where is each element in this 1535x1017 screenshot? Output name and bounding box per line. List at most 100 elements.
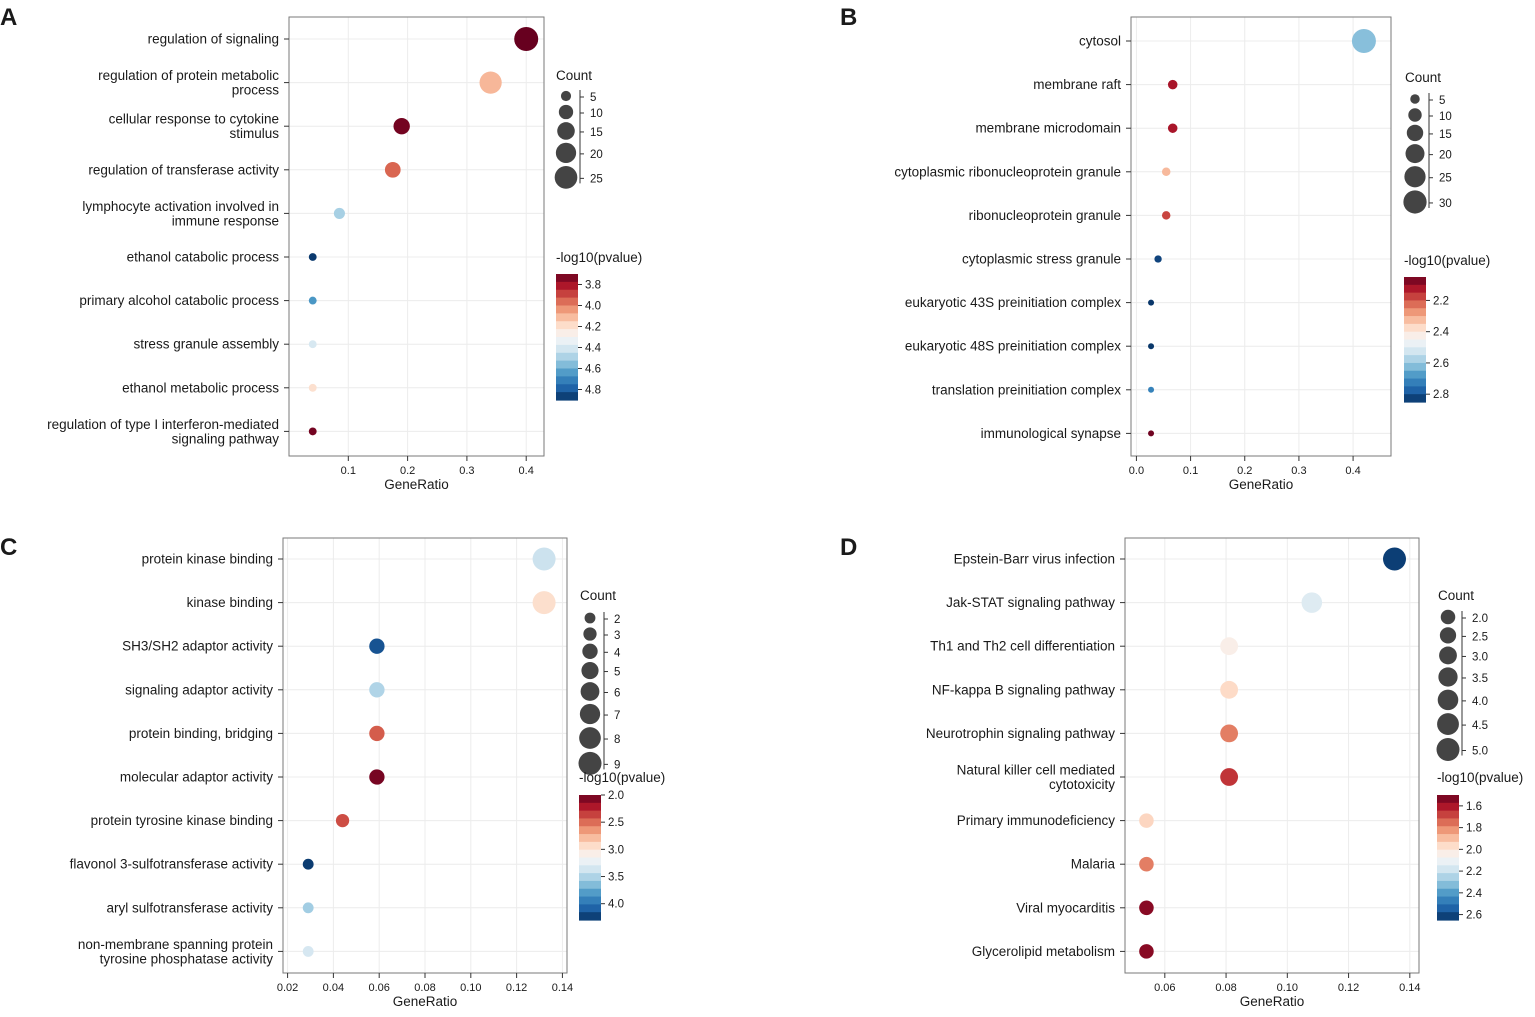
- color-legend-swatch: [1437, 896, 1459, 905]
- term-label: regulation of signaling: [148, 32, 279, 47]
- count-legend-label: 30: [1439, 198, 1452, 210]
- term-label: stimulus: [229, 126, 279, 141]
- term-label: eukaryotic 43S preinitiation complex: [905, 295, 1121, 310]
- count-legend-label: 5: [1439, 95, 1445, 107]
- data-point: [308, 296, 317, 305]
- count-legend-dot: [1437, 713, 1459, 735]
- count-legend-dot: [1405, 144, 1425, 164]
- data-point: [1148, 299, 1155, 306]
- color-legend-label: 4.4: [585, 343, 602, 355]
- color-legend-title: -log10(pvalue): [579, 770, 665, 785]
- panel-label: B: [840, 4, 857, 31]
- color-legend-label: 2.0: [608, 790, 624, 802]
- data-point: [384, 161, 401, 178]
- data-point: [308, 427, 317, 436]
- count-legend-label: 4.0: [1472, 696, 1488, 708]
- count-legend-dot: [1436, 737, 1460, 761]
- term-label: regulation of protein metabolic: [98, 68, 279, 83]
- color-legend-swatch: [579, 795, 601, 804]
- count-legend-dot: [1438, 667, 1458, 687]
- count-legend-label: 6: [614, 688, 620, 700]
- color-legend-label: 2.6: [1466, 910, 1482, 922]
- color-legend-label: 2.8: [1433, 389, 1449, 401]
- color-legend-swatch: [1437, 841, 1459, 851]
- data-point: [1220, 768, 1239, 786]
- x-tick-label: 0.2: [400, 465, 415, 477]
- color-legend-swatch: [1437, 826, 1459, 835]
- term-label: Viral myocarditis: [1016, 900, 1115, 915]
- data-point: [308, 340, 317, 349]
- term-label: Jak-STAT signaling pathway: [946, 595, 1115, 610]
- term-label: flavonol 3-sulfotransferase activity: [70, 857, 274, 872]
- data-point: [369, 725, 385, 742]
- color-legend-swatch: [1437, 834, 1459, 843]
- color-legend-swatch: [556, 337, 578, 346]
- data-point: [1148, 430, 1155, 437]
- data-point: [1301, 592, 1323, 613]
- data-point: [1161, 211, 1171, 220]
- count-legend-label: 8: [614, 734, 620, 746]
- color-legend-label: 4.0: [585, 301, 601, 313]
- color-legend-swatch: [1437, 810, 1459, 820]
- color-legend-swatch: [579, 826, 601, 835]
- count-legend-dot: [1410, 94, 1420, 104]
- count-legend-dot: [1439, 627, 1457, 644]
- data-point: [302, 858, 314, 870]
- color-legend: -log10(pvalue) 1.6 1.8 2.0 2.2 2.4 2.6: [1437, 770, 1523, 922]
- color-legend-swatch: [1404, 292, 1426, 302]
- plot-frame: [288, 16, 545, 457]
- data-point: [369, 682, 385, 698]
- color-legend-swatch: [579, 873, 601, 882]
- count-legend-label: 3.5: [1472, 673, 1488, 685]
- count-legend-label: 5: [614, 667, 620, 679]
- color-legend-swatch: [579, 834, 601, 843]
- x-tick-label: 0.10: [460, 982, 481, 994]
- color-legend-label: 2.2: [1433, 295, 1449, 307]
- x-axis-label: GeneRatio: [384, 477, 449, 492]
- term-label: primary alcohol catabolic process: [79, 293, 279, 308]
- term-label: NF-kappa B signaling pathway: [932, 682, 1115, 697]
- color-legend-swatch: [1437, 888, 1459, 898]
- color-legend-swatch: [556, 313, 578, 322]
- data-point: [1167, 79, 1178, 90]
- color-legend-swatch: [556, 329, 578, 338]
- term-label: protein kinase binding: [142, 552, 273, 567]
- color-legend-swatch: [1404, 284, 1426, 294]
- x-tick-label: 0.04: [323, 982, 344, 994]
- color-legend-swatch: [556, 376, 578, 385]
- count-legend-label: 20: [590, 149, 603, 161]
- count-legend-dot: [558, 104, 574, 120]
- count-legend-label: 25: [590, 173, 603, 185]
- count-legend: Count 2.0 2.5 3.0 3.5 4.0 4.5 5.0: [1436, 588, 1488, 761]
- data-point: [1383, 547, 1406, 571]
- term-label: regulation of transferase activity: [88, 162, 279, 177]
- color-legend-swatch: [1404, 308, 1426, 317]
- color-legend-swatch: [1437, 802, 1459, 812]
- color-legend-swatch: [556, 344, 578, 354]
- panel-d: D Epstein-Barr virus infection Jak-STAT si…: [840, 534, 1523, 1009]
- color-legend-swatch: [1437, 795, 1459, 804]
- color-legend-swatch: [579, 865, 601, 874]
- color-legend-swatch: [579, 912, 601, 921]
- x-tick-label: 0.4: [1345, 465, 1360, 477]
- term-label: cytoplasmic ribonucleoprotein granule: [894, 164, 1121, 179]
- term-label: cytosol: [1079, 34, 1121, 49]
- color-legend-swatch: [1404, 331, 1426, 341]
- color-legend-title: -log10(pvalue): [1437, 770, 1523, 785]
- count-legend-label: 15: [590, 127, 603, 139]
- term-label: Th1 and Th2 cell differentiation: [930, 639, 1115, 654]
- color-legend-swatch: [556, 274, 578, 283]
- term-label: Glycerolipid metabolism: [972, 944, 1115, 959]
- color-legend-swatch: [556, 352, 578, 362]
- color-legend-swatch: [1437, 818, 1459, 827]
- term-label: process: [232, 83, 280, 98]
- count-legend-dot: [579, 703, 601, 725]
- count-legend-dot: [1406, 124, 1424, 142]
- term-label: stress granule assembly: [133, 337, 279, 352]
- color-legend-swatch: [1437, 880, 1459, 890]
- color-legend-title: -log10(pvalue): [1404, 253, 1490, 268]
- count-legend-label: 10: [590, 108, 603, 120]
- color-legend-label: 2.4: [1433, 327, 1450, 339]
- grid: [289, 17, 544, 456]
- data-point: [1148, 386, 1155, 393]
